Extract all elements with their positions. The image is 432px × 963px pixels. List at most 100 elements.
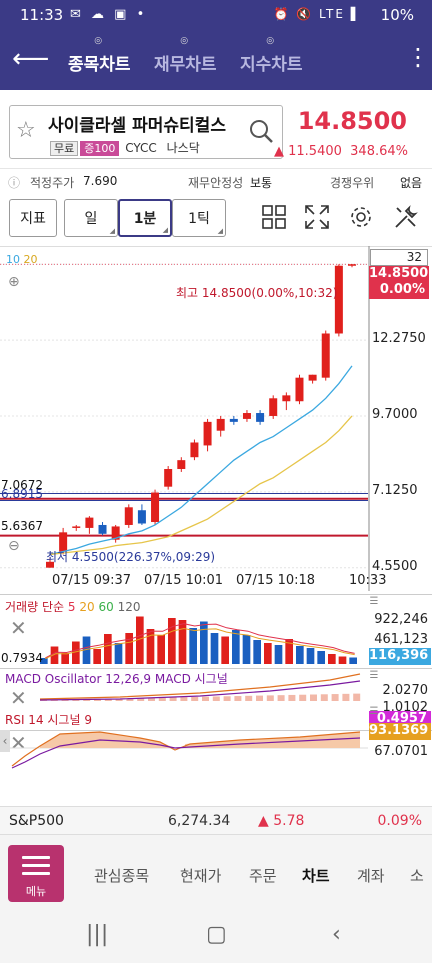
panel-collapse-icon[interactable]: ‹: [0, 730, 10, 752]
nav-watchlist[interactable]: 관심종목: [94, 867, 150, 885]
volume-bar: [61, 653, 69, 664]
index-ticker[interactable]: S&P500 6,274.34 ▲ 5.78 0.09%: [0, 806, 432, 834]
volume-ytick-0: 922,246: [374, 612, 428, 627]
macd-panel[interactable]: [0, 668, 432, 703]
ma20-label: 20: [23, 253, 38, 266]
volume-ma5-line: [45, 623, 355, 659]
volume-bar: [210, 633, 219, 664]
more-vert-icon[interactable]: ⋮: [406, 43, 430, 71]
macd-legend: MACD Oscillator 12,26,9 MACD 시그널: [5, 672, 228, 686]
candle-body: [59, 532, 68, 552]
macd-hist-bar: [353, 693, 361, 701]
back-arrow-icon[interactable]: ⟵: [12, 44, 50, 74]
stock-name: 사이클라셀 파머슈티컬스: [48, 116, 226, 136]
tab-finance-chart[interactable]: ◎ 재무차트: [154, 36, 217, 75]
zoom-out-icon[interactable]: ⊖: [8, 538, 20, 554]
y-tick-label: 9.7000: [372, 406, 418, 422]
macd-hist-bar: [169, 697, 177, 701]
volume-panel[interactable]: [0, 594, 432, 668]
settings-gear-icon[interactable]: [348, 204, 374, 230]
zoom-in-icon[interactable]: ⊕: [8, 274, 20, 290]
candle-body: [229, 418, 238, 422]
volume-bar: [125, 633, 133, 664]
candle-body: [282, 395, 291, 402]
menu-button[interactable]: 메뉴: [8, 845, 64, 902]
star-icon[interactable]: ☆: [16, 118, 36, 143]
competitive-label: 경쟁우위: [330, 176, 375, 190]
close-macd-icon[interactable]: ✕: [10, 686, 27, 710]
info-dot-icon: ◎: [180, 36, 189, 46]
candle-body: [242, 413, 251, 419]
volume-bar: [50, 646, 59, 664]
hamburger-icon: [22, 856, 50, 876]
system-nav-bar: ||| ▢ ‹: [0, 908, 432, 963]
rsi-current-tag: 93.1369: [369, 723, 431, 740]
y-tick-label: 12.2750: [372, 331, 426, 347]
layout-grid-icon[interactable]: [261, 204, 287, 230]
volume-menu-icon[interactable]: ☰: [369, 596, 379, 607]
macd-line: [39, 673, 361, 700]
stock-search-box[interactable]: ☆ 사이클라셀 파머슈티컬스 무료 증100 CYCC 나스닥: [9, 105, 283, 159]
macd-hist-bar: [180, 697, 188, 701]
macd-plot: [39, 673, 361, 701]
tab-index-chart[interactable]: ◎ 지수차트: [240, 36, 303, 75]
volume-bar: [221, 636, 229, 664]
volume-bar: [93, 649, 101, 664]
indicator-button[interactable]: 지표: [9, 199, 57, 237]
candlestick-chart[interactable]: [0, 246, 432, 596]
stock-meta: 무료 증100 CYCC 나스닥: [50, 139, 200, 156]
interval-1min-button[interactable]: 1분 ◢: [118, 199, 172, 237]
app-bar: ⟵ ◎ 종목차트 ◎ 재무차트 ◎ 지수차트 ⋮: [0, 32, 432, 90]
nav-more[interactable]: 소: [410, 867, 424, 885]
macd-hist-bar: [277, 695, 285, 701]
tab-stock-chart[interactable]: ◎ 종목차트: [68, 36, 131, 75]
volume-bar: [189, 628, 197, 664]
macd-hist-bar: [288, 694, 296, 701]
hline-label-3: 5.6367: [1, 519, 43, 533]
free-badge: 무료: [50, 141, 79, 156]
macd-ytick-0: 2.0270: [382, 683, 429, 698]
nav-current-price[interactable]: 현재가: [180, 867, 222, 885]
macd-hist-bar: [126, 698, 134, 701]
nav-chart[interactable]: 차트: [302, 867, 330, 885]
nav-order[interactable]: 주문: [249, 867, 277, 885]
search-icon[interactable]: [248, 118, 274, 144]
nav-account[interactable]: 계좌: [357, 867, 385, 885]
recent-apps-icon[interactable]: |||: [86, 922, 109, 947]
macd-hist-bar: [223, 696, 231, 701]
index-pct: 0.09%: [377, 813, 422, 829]
candle-body: [348, 264, 356, 266]
volume-ytick-1: 461,123: [374, 632, 428, 647]
y-tick-label: 7.1250: [372, 482, 418, 498]
macd-hist-bar: [310, 694, 317, 701]
x-label-2: 07/15 10:18: [236, 573, 316, 588]
candle-count-box[interactable]: 32: [370, 249, 428, 266]
tools-icon[interactable]: [393, 204, 419, 230]
volume-bar: [168, 618, 176, 664]
ticker-code: CYCC: [125, 141, 157, 155]
help-icon[interactable]: ⓘ: [8, 176, 21, 190]
ma10-label: 10: [6, 253, 20, 266]
x-label-1: 07/15 10:01: [144, 573, 224, 588]
macd-menu-icon[interactable]: ☰: [369, 670, 379, 681]
system-back-icon[interactable]: ‹: [332, 922, 341, 947]
notification-icons: ✉ ☁ ▣ •: [70, 7, 148, 22]
rsi-panel[interactable]: [0, 730, 432, 806]
volume-bar: [104, 634, 112, 664]
macd-hist-bar: [115, 698, 123, 701]
tick-button[interactable]: 1틱 ◢: [172, 199, 226, 237]
home-icon[interactable]: ▢: [206, 922, 227, 947]
close-rsi-icon[interactable]: ✕: [10, 731, 27, 755]
rsi-legend: RSI 14 시그널 9: [5, 713, 92, 727]
period-day-button[interactable]: 일 ◢: [64, 199, 118, 237]
ma10-line: [49, 365, 353, 556]
rsi-menu-icon[interactable]: ☰: [369, 706, 379, 717]
stability-value: 보통: [250, 176, 273, 190]
macd-hist-bar: [191, 696, 199, 701]
x-label-3: 10:33: [349, 573, 387, 588]
close-volume-icon[interactable]: ✕: [10, 616, 27, 640]
fullscreen-icon[interactable]: [304, 204, 330, 230]
info-dot-icon: ◎: [94, 36, 103, 46]
candle-body: [269, 398, 278, 416]
macd-hist-bar: [234, 696, 242, 701]
